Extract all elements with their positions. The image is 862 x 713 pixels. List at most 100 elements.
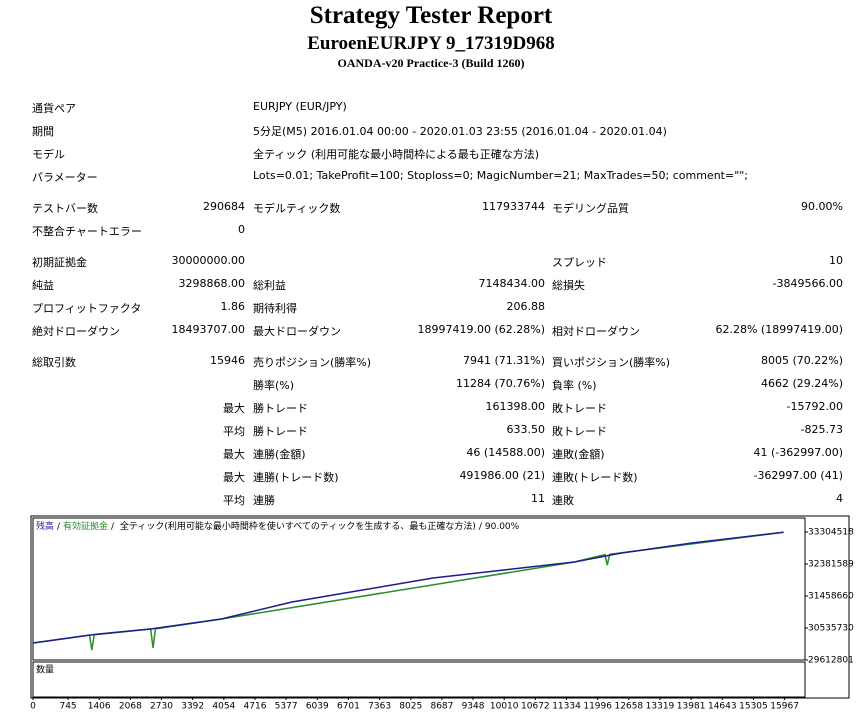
stats-cell: モデルティック数 (253, 202, 341, 215)
stats-cell: 最大ドローダウン (253, 325, 341, 338)
volume-label: 数量 (36, 664, 54, 676)
stats-row: 最大 連勝(金額) 46 (14588.00) 連敗(金額) 41 (-362997.0… (0, 442, 862, 465)
stats-row: 絶対ドローダウン 18493707.00 最大ドローダウン 18997419.00 (… (0, 319, 862, 342)
stats-row: 不整合チャートエラー 0 (0, 219, 862, 242)
stats-cell: 連敗(トレード数) (552, 471, 638, 484)
stats-cell: 勝トレード (253, 425, 308, 438)
stats-cell: 買いポジション(勝率%) (552, 356, 671, 369)
stats-cell: 491986.00 (21) (459, 469, 545, 482)
stats-cell: 206.88 (506, 300, 546, 313)
stats-cell: 90.00% (801, 200, 843, 213)
x-tick-label: 12658 (615, 702, 644, 712)
stats-cell: -825.73 (800, 423, 843, 436)
stats-cell: 41 (-362997.00) (753, 446, 843, 459)
stats-section: 総取引数 15946 売りポジション(勝率%) 7941 (71.31%) 買いポジショ… (0, 350, 862, 511)
setting-value: 5分足(M5) 2016.01.04 00:00 - 2020.01.03 23… (253, 125, 667, 138)
stats-cell: -15792.00 (786, 400, 843, 413)
x-tick-label: 14643 (708, 702, 737, 712)
x-tick-label: 7363 (368, 702, 391, 712)
stats-cell: モデリング品質 (552, 202, 629, 215)
setting-value: Lots=0.01; TakeProfit=100; Stoploss=0; M… (253, 169, 749, 182)
legend: 残高 / 有効証拠金 / 全ティック(利用可能な最小時間枠を使いすべてのティックを生… (36, 520, 520, 532)
stats-cell: 相対ドローダウン (552, 325, 640, 338)
stats-cell: 勝率(%) (253, 379, 295, 392)
title: Strategy Tester Report (309, 2, 553, 29)
stats-cell: 総損失 (552, 279, 585, 292)
stats-cell: 62.28% (18997419.00) (715, 323, 843, 336)
x-tick-label: 0 (30, 702, 36, 712)
stats-row: 初期証拠金 30000000.00 スプレッド 10 (0, 250, 862, 273)
stats-cell: 7148434.00 (478, 277, 545, 290)
x-tick-label: 11334 (552, 702, 581, 712)
legend-separator: / (111, 522, 115, 532)
stats-cell: 30000000.00 (171, 254, 245, 267)
setting-label: モデル (32, 148, 65, 161)
stats-cell: -362997.00 (41) (753, 469, 843, 482)
stats-row: プロフィットファクタ 1.86 期待利得 206.88 (0, 296, 862, 319)
stats-cell: 初期証拠金 (32, 256, 87, 269)
chart-frame (30, 515, 850, 699)
stats-cell: 平均 (223, 425, 245, 438)
legend-quality: 90.00% (485, 522, 520, 532)
setting-label: 通貨ペア (32, 102, 76, 115)
setting-label: パラメーター (32, 171, 98, 184)
x-tick-label: 10010 (490, 702, 519, 712)
x-tick-label: 10672 (521, 702, 550, 712)
x-tick-label: 4716 (244, 702, 267, 712)
setting-value: 全ティック (利用可能な最小時間枠による最も正確な方法) (253, 148, 540, 161)
stats-cell: 最大 (223, 448, 245, 461)
settings-row: モデル 全ティック (利用可能な最小時間枠による最も正確な方法) (0, 142, 862, 165)
stats-cell: 10 (829, 254, 843, 267)
stats-cell: 連勝(金額) (253, 448, 306, 461)
stats-cell: 最大 (223, 402, 245, 415)
stats-cell: 11 (531, 492, 545, 505)
subtitle: EuroenEURJPY 9_17319D968 (307, 33, 555, 54)
stats-cell: 15946 (210, 354, 245, 367)
legend-separator: / (57, 522, 61, 532)
stats-row: 最大 勝トレード 161398.00 敗トレード -15792.00 (0, 396, 862, 419)
stats-cell: 4662 (29.24%) (760, 377, 843, 390)
stats-cell: 最大 (223, 471, 245, 484)
setting-label: 期間 (32, 125, 54, 138)
y-tick-label: 30535730 (808, 624, 854, 634)
stats-cell: 敗トレード (552, 425, 607, 438)
y-tick-label: 33304518 (808, 528, 854, 538)
x-tick-label: 8025 (399, 702, 422, 712)
stats-cell: スプレッド (552, 256, 607, 269)
stats-cell: 連敗 (552, 494, 574, 507)
stats-cell: 18493707.00 (171, 323, 245, 336)
x-tick-label: 2068 (119, 702, 142, 712)
stats-cell: テストバー数 (32, 202, 98, 215)
stats-cell: 純益 (32, 279, 54, 292)
stats-cell: 633.50 (506, 423, 546, 436)
x-tick-label: 9348 (462, 702, 485, 712)
legend-model: 全ティック(利用可能な最小時間枠を使いすべてのティックを生成する、最も正確な方法… (120, 520, 476, 532)
stats-cell: 7941 (71.31%) (462, 354, 545, 367)
settings-row: 通貨ペア EURJPY (EUR/JPY) (0, 96, 862, 119)
stats-cell: 8005 (70.22%) (760, 354, 843, 367)
stats-cell: 46 (14588.00) (466, 446, 545, 459)
stats-cell: 290684 (203, 200, 245, 213)
stats-cell: 平均 (223, 494, 245, 507)
stats-cell: 勝トレード (253, 402, 308, 415)
plot-area (32, 517, 806, 661)
stats-row: 勝率(%) 11284 (70.76%) 負率 (%) 4662 (29.24%) (0, 373, 862, 396)
x-tick-label: 13981 (677, 702, 706, 712)
stats-cell: 不整合チャートエラー (32, 225, 142, 238)
stats-cell: プロフィットファクタ (32, 302, 142, 315)
stats-row: 純益 3298868.00 総利益 7148434.00 総損失 -3849566.00 (0, 273, 862, 296)
x-tick-label: 11996 (583, 702, 612, 712)
x-tick-label: 2730 (150, 702, 173, 712)
stats-cell: 117933744 (482, 200, 545, 213)
x-tick-label: 1406 (88, 702, 111, 712)
x-tick-label: 4054 (212, 702, 235, 712)
x-tick-label: 3392 (181, 702, 204, 712)
stats-cell: 連勝(トレード数) (253, 471, 339, 484)
stats-cell: 11284 (70.76%) (455, 377, 545, 390)
x-tick-label: 15967 (770, 702, 799, 712)
setting-value: EURJPY (EUR/JPY) (253, 100, 347, 113)
y-tick-label: 29612801 (808, 656, 854, 666)
settings-section: 通貨ペア EURJPY (EUR/JPY) 期間 5分足(M5) 2016.01.04… (0, 96, 862, 188)
x-tick-label: 6701 (337, 702, 360, 712)
x-tick-label: 8687 (430, 702, 453, 712)
